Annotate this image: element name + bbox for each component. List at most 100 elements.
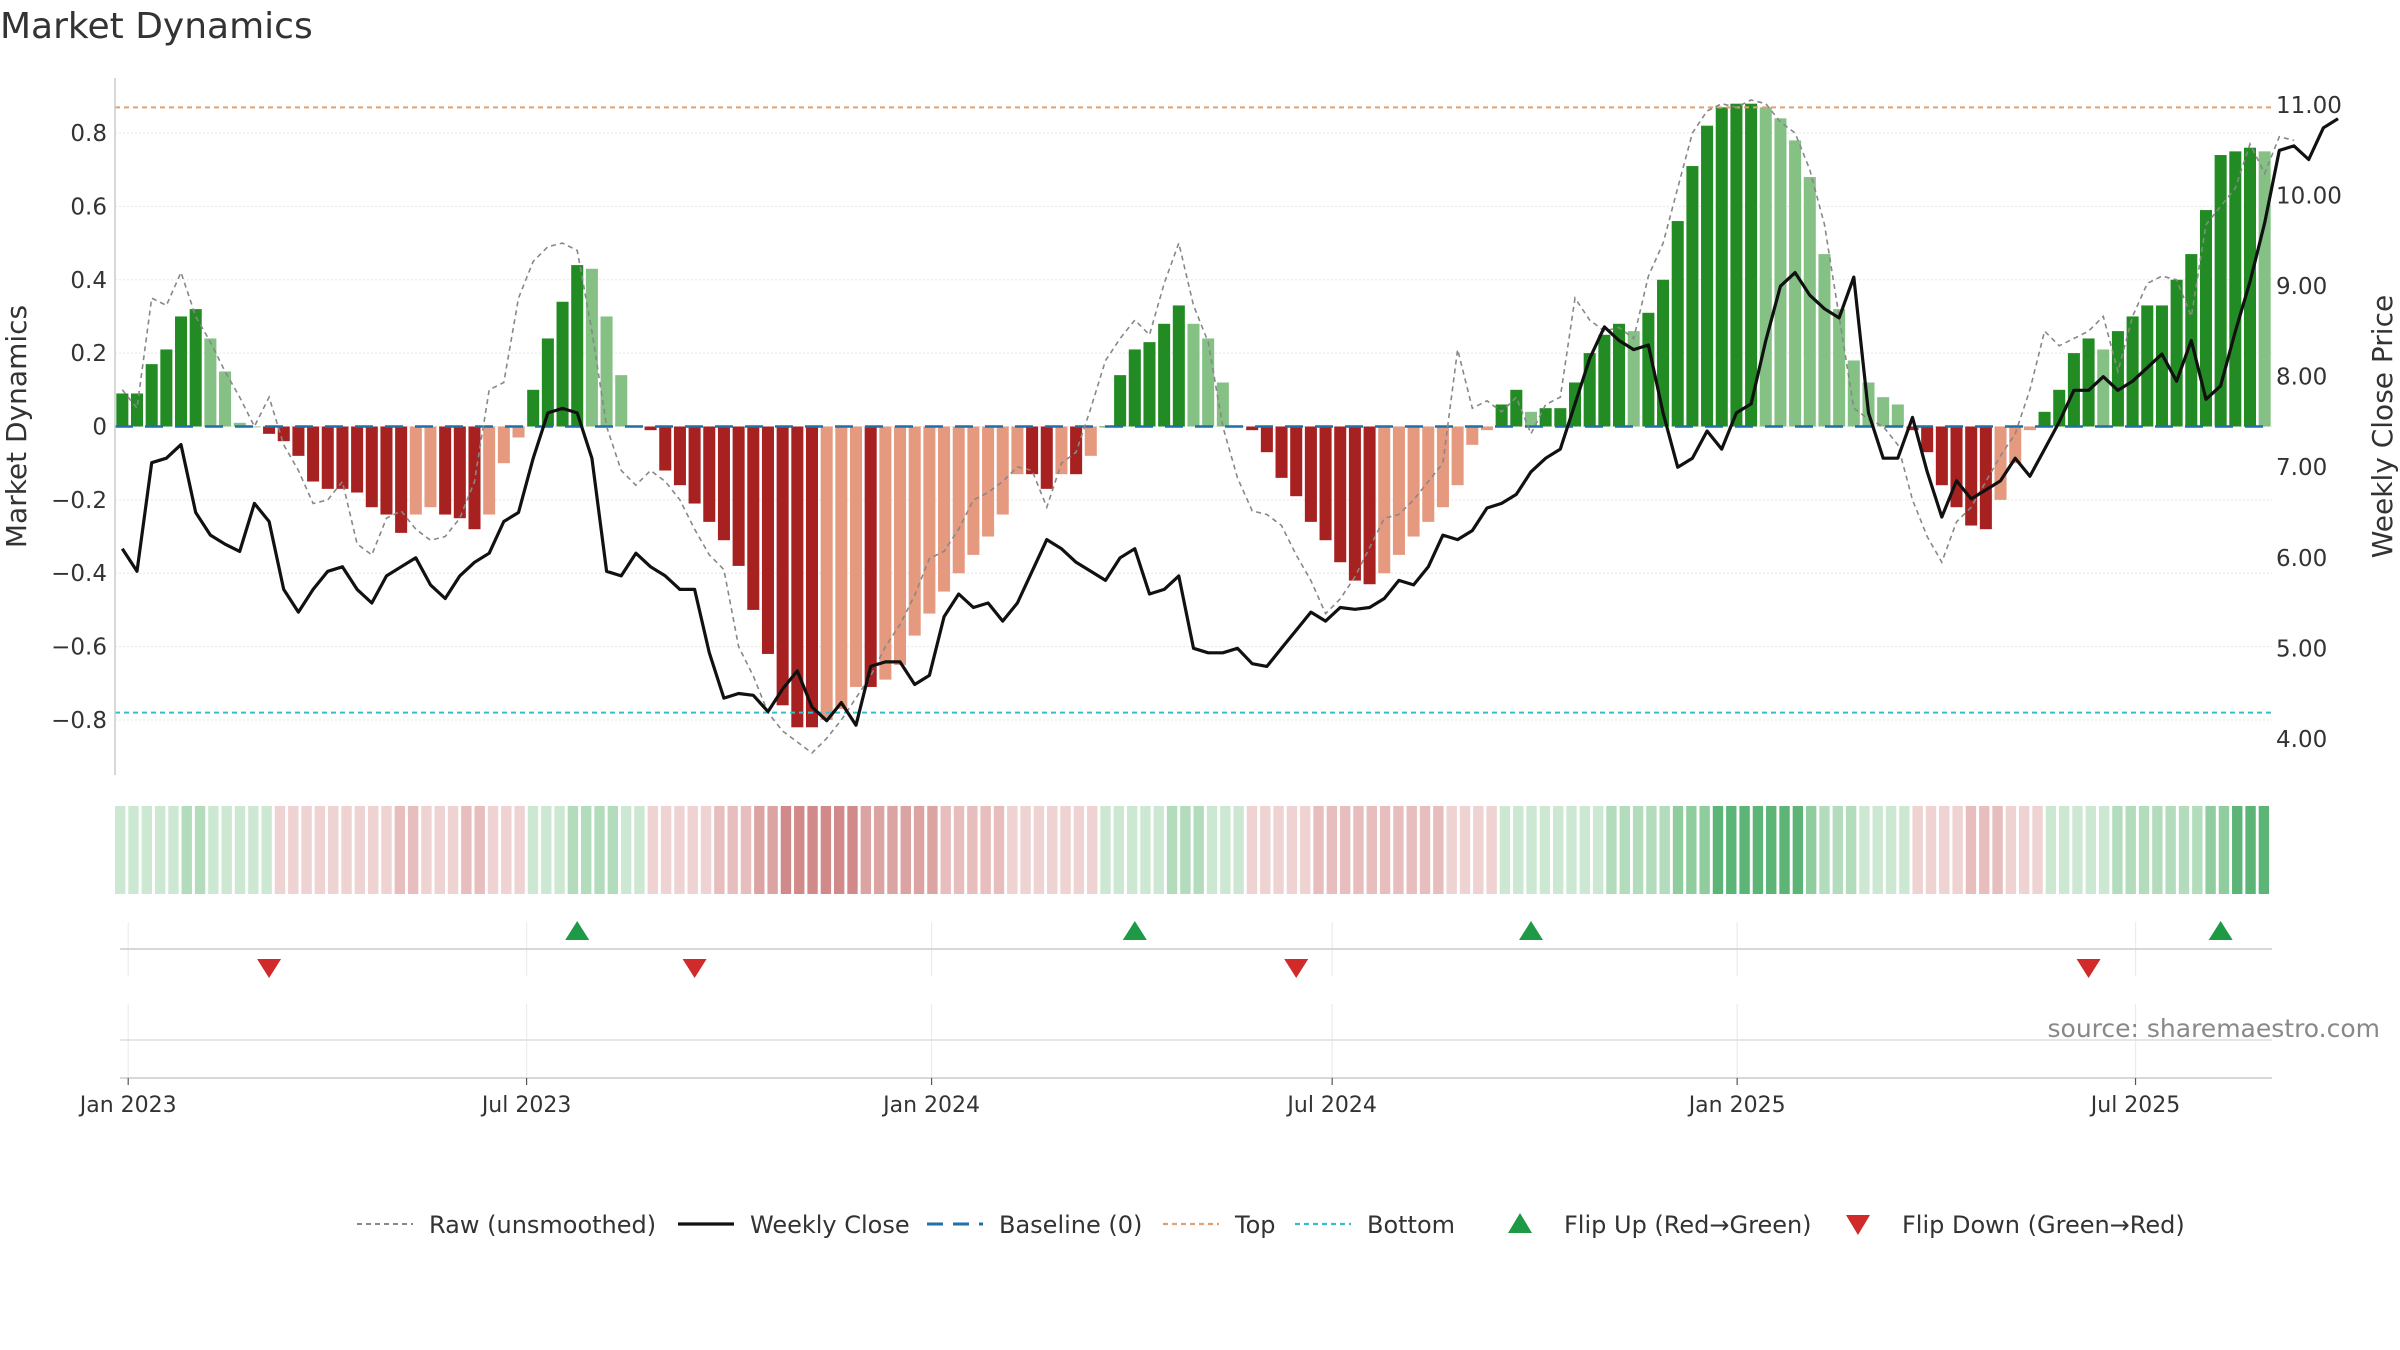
regime-cell — [328, 806, 339, 894]
regime-cell — [421, 806, 432, 894]
momentum-bar — [1378, 426, 1391, 574]
regime-cell — [873, 806, 885, 894]
regime-cell — [967, 806, 978, 894]
regime-cell — [780, 806, 792, 894]
regime-cell — [1566, 806, 1577, 894]
momentum-bar — [938, 426, 951, 592]
momentum-bar — [2038, 411, 2051, 427]
regime-cell — [1153, 806, 1164, 894]
momentum-bar — [321, 426, 334, 489]
regime-cell — [1712, 806, 1724, 894]
momentum-bar — [263, 426, 276, 434]
regime-cell — [501, 806, 512, 894]
regime-cell — [1752, 806, 1764, 894]
momentum-bar — [380, 426, 393, 515]
momentum-bar — [1436, 426, 1449, 508]
regime-cell — [1739, 806, 1750, 894]
regime-cell — [1260, 806, 1271, 894]
legend-item-close: Weekly Close — [678, 1211, 910, 1239]
regime-cell — [474, 806, 485, 894]
regime-cell — [487, 806, 499, 894]
momentum-bar — [835, 426, 848, 709]
momentum-bar — [1260, 426, 1273, 453]
regime-cell — [1406, 806, 1417, 894]
y-tick-label: 0.6 — [70, 194, 107, 220]
momentum-bar — [1304, 426, 1317, 522]
regime-cell — [274, 806, 286, 894]
momentum-bar — [1158, 323, 1171, 427]
momentum-bar — [1422, 426, 1435, 522]
regime-cell — [261, 806, 272, 894]
momentum-bar — [1906, 426, 1919, 431]
momentum-bar — [395, 426, 408, 533]
regime-cell — [1726, 806, 1737, 894]
source-credit: source: sharemaestro.com — [2047, 1014, 2381, 1043]
momentum-bar — [453, 426, 466, 519]
regime-cell — [1273, 806, 1284, 894]
momentum-bar — [1921, 426, 1934, 453]
legend-item-top: Top — [1163, 1211, 1276, 1239]
regime-cell — [1446, 806, 1457, 894]
momentum-bar — [659, 426, 672, 471]
regime-cell — [820, 806, 832, 894]
flip-down-icon — [1846, 1215, 1870, 1235]
momentum-bar — [1554, 408, 1567, 427]
regime-cell — [913, 806, 925, 894]
momentum-bar — [483, 426, 496, 515]
momentum-bar — [2258, 151, 2271, 427]
regime-cell — [1606, 806, 1617, 894]
y-tick-label: −0.8 — [51, 708, 107, 734]
legend-item-flip_down: Flip Down (Green→Red) — [1846, 1211, 2185, 1239]
regime-cell — [2072, 806, 2083, 894]
momentum-bar — [1319, 426, 1332, 541]
y2-tick-label: 10.00 — [2276, 184, 2342, 210]
momentum-bar — [1187, 323, 1200, 427]
regime-cell — [1193, 806, 1204, 894]
legend: Raw (unsmoothed) Weekly Close Baseline (0)… — [357, 1211, 2185, 1239]
momentum-bar — [1877, 397, 1890, 427]
momentum-bar — [1847, 360, 1860, 427]
regime-cell — [2098, 806, 2110, 894]
momentum-bar — [1363, 426, 1376, 585]
regime-cell — [1166, 806, 1178, 894]
regime-cell — [1459, 806, 1471, 894]
regime-cell — [594, 806, 605, 894]
momentum-bar — [805, 426, 819, 728]
momentum-bar — [615, 375, 628, 427]
regime-cell — [674, 806, 685, 894]
momentum-bar — [1598, 334, 1611, 427]
regime-cell — [993, 806, 1005, 894]
regime-cell — [1859, 806, 1870, 894]
regime-cell — [807, 806, 818, 894]
momentum-bar — [2170, 279, 2183, 427]
y-tick-label: 0.2 — [70, 341, 107, 367]
momentum-bar — [644, 426, 657, 431]
momentum-bar — [967, 426, 980, 555]
regime-cell — [248, 806, 259, 894]
momentum-bar — [2023, 426, 2036, 431]
x-axis: Jan 2023 Jul 2023 Jan 2024 Jul 2024 Jan 2025… — [78, 1004, 2272, 1118]
regime-cell — [1539, 806, 1551, 894]
y2-axis-title: Weekly Close Price — [2366, 295, 2399, 558]
momentum-bar — [1627, 331, 1640, 427]
momentum-bar — [1613, 323, 1626, 427]
regime-cell — [367, 806, 379, 894]
regime-cell — [767, 806, 778, 894]
momentum-bar — [1128, 349, 1141, 427]
regime-cell — [740, 806, 752, 894]
momentum-bar — [541, 338, 554, 427]
regime-cell — [1553, 806, 1564, 894]
regime-cell — [2245, 806, 2256, 894]
regime-cell — [154, 806, 166, 894]
regime-cell — [2232, 806, 2243, 894]
regime-cell — [2178, 806, 2190, 894]
regime-cell — [1832, 806, 1843, 894]
momentum-bar — [1965, 426, 1978, 526]
regime-cell — [514, 806, 525, 894]
momentum-bar — [1143, 342, 1156, 427]
regime-cell — [461, 806, 472, 894]
y2-tick-label: 6.00 — [2276, 546, 2327, 572]
momentum-bar — [1392, 426, 1405, 555]
regime-cell — [1206, 806, 1218, 894]
momentum-bar — [673, 426, 686, 486]
